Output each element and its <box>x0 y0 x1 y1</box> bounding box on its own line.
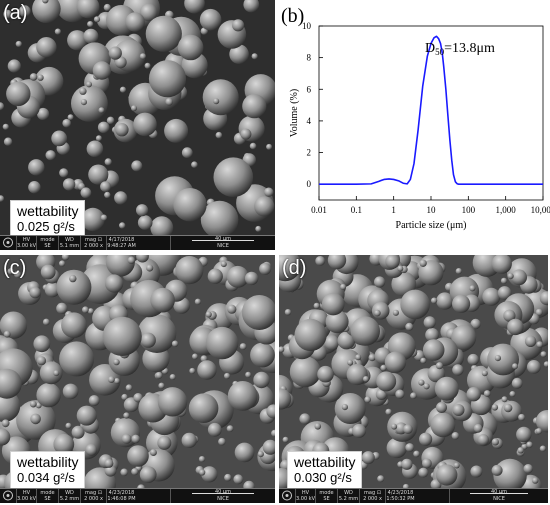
instrument-logo-icon <box>3 490 13 501</box>
instrument-brand: NICE <box>217 496 229 502</box>
databar-mode-top: mode <box>40 490 55 496</box>
databar-wd: WD 5.2 mm <box>337 489 359 503</box>
x-tick-label: 10,000 <box>531 205 550 215</box>
databar-hv: HV 3.00 kV <box>16 236 36 250</box>
scale-bar-label: 40 µm <box>490 489 507 495</box>
scale-bar-label: 40 µm <box>214 489 231 495</box>
scale-bar-line <box>191 493 255 494</box>
databar-wd-top: WD <box>65 490 74 496</box>
databar-wd: WD 5.1 mm <box>58 236 80 250</box>
wettability-box-d: wettability 0.030 g²/s <box>287 451 363 489</box>
wettability-label-a: wettability <box>17 203 79 219</box>
panel-label-c: (c) <box>3 257 27 279</box>
x-tick-label: 1 <box>391 205 396 215</box>
databar-datetime-value: 9:48:27 AM <box>107 243 136 249</box>
databar-datetime: 4/23/2018 1:50:32 PM <box>385 489 415 503</box>
wettability-value-c: 0.034 g²/s <box>17 470 75 485</box>
databar-mag: mag ⊡ 2 000 x <box>80 236 106 250</box>
databar-mag-value: 2 000 x <box>84 496 103 502</box>
databar-hv: HV 3.00 kV <box>295 489 315 503</box>
databar-datetime-top: 4/17/2018 <box>108 237 135 243</box>
databar-mag-top: mag ⊡ <box>85 490 102 496</box>
databar-mode: mode SE <box>315 489 337 503</box>
databar-wd: WD 5.2 mm <box>58 489 80 503</box>
sem-panel-c: (c) wettability 0.034 g²/s HV 3.00 kV mode… <box>0 255 275 503</box>
databar-mode: mode SE <box>36 489 58 503</box>
databar-mode-value: SE <box>323 496 330 502</box>
databar-datetime: 4/17/2018 9:48:27 AM <box>106 236 136 250</box>
databar-wd-top: WD <box>344 490 353 496</box>
x-tick-label: 1,000 <box>496 205 517 215</box>
sem-image-d <box>279 255 548 489</box>
instrument-logo-icon <box>282 490 292 501</box>
y-tick-label: 0 <box>307 179 312 189</box>
y-axis-label: Volume (%) <box>289 89 300 137</box>
databar-datetime-value: 1:46:08 PM <box>107 496 136 502</box>
y-tick-label: 10 <box>302 21 312 31</box>
databar-mode-top: mode <box>319 490 334 496</box>
y-tick-label: 2 <box>307 148 312 158</box>
databar-mode-top: mode <box>40 237 55 243</box>
databar-wd-value: 5.2 mm <box>59 496 80 502</box>
databar-hv-top: HV <box>301 490 310 496</box>
x-axis-label: Particle size (μm) <box>396 220 467 231</box>
databar-mag-top: mag ⊡ <box>85 237 102 243</box>
databar-datetime: 4/23/2018 1:46:08 PM <box>106 489 136 503</box>
sem-databar-d: HV 3.00 kV mode SE WD 5.2 mm mag ⊡ 2 000 x 4/23/… <box>279 488 548 503</box>
sem-image-a <box>0 0 275 236</box>
databar-mode: mode SE <box>36 236 58 250</box>
databar-datetime-value: 1:50:32 PM <box>386 496 415 502</box>
panel-label-d: (d) <box>282 257 307 279</box>
databar-wd-value: 5.2 mm <box>338 496 359 502</box>
wettability-label-d: wettability <box>294 454 356 470</box>
databar-mag: mag ⊡ 2 000 x <box>359 489 385 503</box>
panel-label-b: (b) <box>281 5 304 27</box>
databar-hv-top: HV <box>22 490 31 496</box>
databar-hv-value: 3.00 kV <box>17 496 37 502</box>
x-tick-label: 0.01 <box>311 205 327 215</box>
sem-panel-d: (d) wettability 0.030 g²/s HV 3.00 kV mode… <box>279 255 548 503</box>
wettability-value-a: 0.025 g²/s <box>17 219 75 234</box>
scale-bar: 40 µm NICE <box>449 489 548 503</box>
instrument-brand: NICE <box>217 243 229 249</box>
databar-wd-top: WD <box>65 237 74 243</box>
databar-hv-value: 3.00 kV <box>17 243 37 249</box>
particle-size-chart: 0.01 0.1 1 10 100 1,000 10,000 0 2 4 6 8 10 Particle … <box>281 5 550 231</box>
databar-mag-value: 2 000 x <box>363 496 382 502</box>
databar-hv-top: HV <box>22 237 31 243</box>
databar-wd-value: 5.1 mm <box>59 243 80 249</box>
scale-bar-label: 40 µm <box>214 236 231 242</box>
instrument-brand: NICE <box>493 496 505 502</box>
series-line <box>319 35 543 185</box>
databar-hv: HV 3.00 kV <box>16 489 36 503</box>
d50-annotation: D50=13.8μm <box>425 41 495 57</box>
y-tick-label: 6 <box>307 84 312 94</box>
databar-datetime-top: 4/23/2018 <box>387 490 414 496</box>
databar-mag-value: 2 000 x <box>84 243 103 249</box>
panel-label-a: (a) <box>3 2 28 24</box>
databar-mode-value: SE <box>44 496 51 502</box>
wettability-box-c: wettability 0.034 g²/s <box>10 451 86 489</box>
scale-bar-line <box>191 240 255 241</box>
databar-hv-value: 3.00 kV <box>296 496 316 502</box>
y-tick-label: 4 <box>307 116 312 126</box>
databar-datetime-top: 4/23/2018 <box>108 490 135 496</box>
x-tick-label: 10 <box>427 205 437 215</box>
sem-databar-c: HV 3.00 kV mode SE WD 5.2 mm mag ⊡ 2 000 x 4/23/… <box>0 488 275 503</box>
y-tick-label: 8 <box>307 53 312 63</box>
scale-bar-line <box>469 493 529 494</box>
scale-bar: 40 µm NICE <box>170 489 275 503</box>
wettability-box-a: wettability 0.025 g²/s <box>10 200 86 238</box>
x-tick-label: 100 <box>462 205 476 215</box>
sem-panel-a: (a) wettability 0.025 g²/s HV 3.00 kV mode… <box>0 0 275 250</box>
instrument-logo-icon <box>3 237 13 248</box>
databar-mode-value: SE <box>44 243 51 249</box>
wettability-label-c: wettability <box>17 454 79 470</box>
wettability-value-d: 0.030 g²/s <box>294 470 352 485</box>
scale-bar: 40 µm NICE <box>170 236 275 250</box>
x-tick-label: 0.1 <box>351 205 362 215</box>
databar-mag: mag ⊡ 2 000 x <box>80 489 106 503</box>
databar-mag-top: mag ⊡ <box>364 490 381 496</box>
sem-databar-a: HV 3.00 kV mode SE WD 5.1 mm mag ⊡ 2 000 x 4/17/… <box>0 235 275 250</box>
